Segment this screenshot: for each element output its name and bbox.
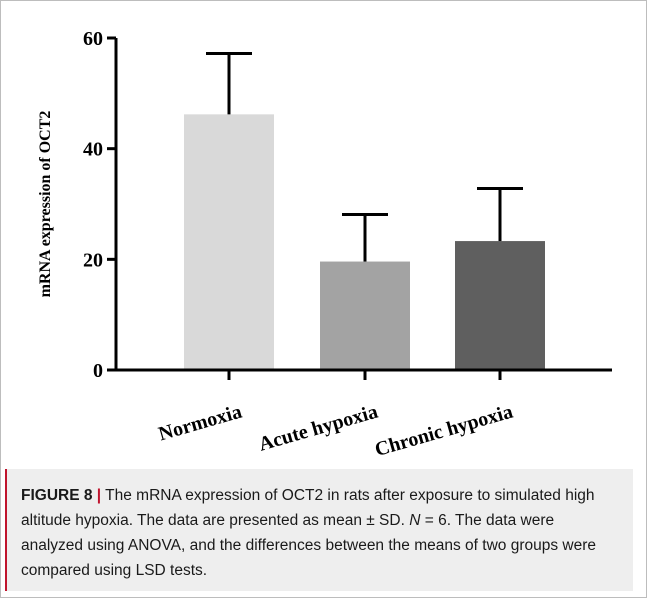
x-category-label: Normoxia [156, 401, 244, 446]
bar-chronic-hypoxia [455, 241, 545, 370]
bar-chart: mRNA expression of OCT2 0 20 40 60 Normoxia… [37, 28, 612, 461]
x-category-label: Acute hypoxia [256, 401, 380, 456]
bar-acute-hypoxia [320, 261, 410, 370]
x-category-label: Chronic hypoxia [372, 401, 515, 461]
caption-text-part-2: = 6. The data were analyzed using ANOVA,… [21, 512, 596, 579]
y-axis-label: mRNA expression of OCT2 [37, 111, 54, 298]
figure-caption: FIGURE 8 | The mRNA expression of OCT2 i… [5, 469, 633, 591]
caption-figure-label: FIGURE 8 [21, 487, 93, 504]
caption-separator: | [96, 487, 102, 504]
bar-normoxia [184, 114, 274, 370]
y-tick-label: 0 [93, 360, 103, 382]
y-tick-label: 60 [83, 28, 103, 50]
caption-text-part-1: The mRNA expression of OCT2 in rats afte… [21, 487, 595, 529]
y-tick-label: 20 [83, 249, 103, 271]
caption-n-symbol: N [409, 512, 421, 529]
y-tick-label: 40 [83, 139, 103, 161]
